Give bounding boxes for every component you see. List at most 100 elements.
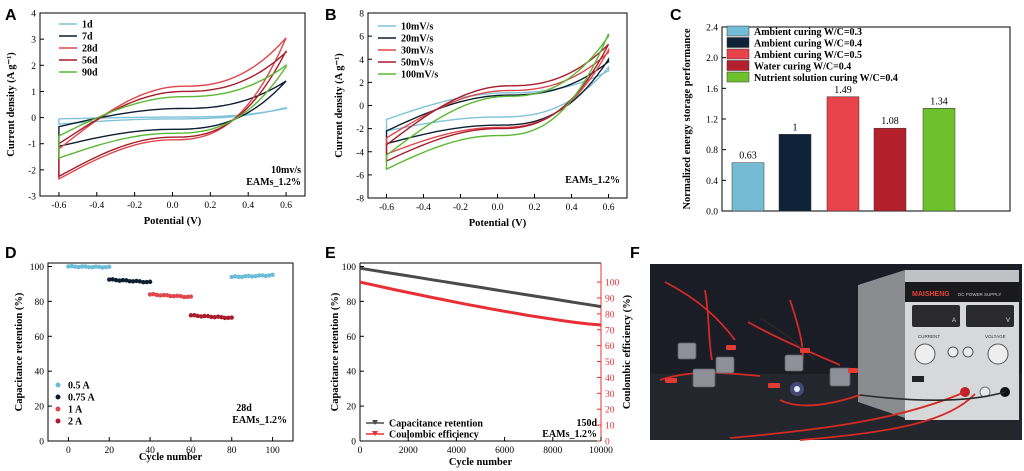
point-3-0-5	[205, 313, 211, 319]
point-0-0-0	[66, 264, 71, 269]
point-3-0-11	[226, 315, 231, 321]
legend-label-d-0: 0.5 A	[68, 381, 90, 392]
point-0-0-11	[103, 264, 109, 270]
legend-label-b-3: 50mV/s	[401, 58, 433, 69]
panel-label-e: E	[325, 245, 336, 262]
point-1-0-9	[137, 279, 143, 284]
bar-value-label-2: 1.49	[834, 85, 852, 96]
legend-label-c-3: Water curing W/C=0.4	[754, 62, 851, 73]
y-axis-title-b: Current density (A g⁻¹)	[334, 53, 345, 158]
point-2-0-3	[158, 293, 163, 298]
legend-label-d-1: 0.75 A	[68, 393, 95, 404]
point-0-0-10	[100, 265, 105, 270]
point-2-0-8	[175, 293, 180, 298]
voltage-knob-label: VOLTAGE	[985, 334, 1006, 339]
legend-label-b-0: 10mV/s	[401, 22, 433, 33]
y-a-label-0: -3	[28, 193, 36, 203]
y-e-label-1: 20	[347, 403, 357, 413]
chart-c: 0.0 0.4 0.8 1.2 1.6 2.0 2.4 0.63 1 1.49 1.08 1.34 Am…	[682, 24, 1011, 218]
point-1-0-12	[147, 279, 153, 284]
legend-marker-e-0	[372, 420, 378, 425]
point-0-0-1	[69, 263, 75, 269]
cv-loop-56d	[58, 50, 287, 178]
point-1-0-11	[144, 279, 149, 285]
chart-d: 0 20 40 60 80 100 0 20 40 60 80 100 0.5 A0.75 A1 A2 …	[14, 262, 294, 463]
x-a-label-3: 0.0	[167, 201, 179, 211]
point-3-0-10	[222, 315, 228, 321]
y2-e-label-0: 0	[605, 438, 610, 448]
y-c-label-4: 1.6	[706, 85, 718, 95]
y-d-label-1: 20	[35, 403, 45, 413]
cv-loop-90d	[58, 63, 287, 160]
point-2-0-5	[164, 292, 170, 298]
point-0-1-5	[246, 273, 251, 279]
y2-axis-title-e: Coulombic efficiency (%)	[622, 294, 633, 409]
point-0-1-3	[239, 274, 245, 280]
point-0-1-9	[260, 273, 265, 278]
panel-label-a: A	[5, 7, 17, 24]
point-0-1-6	[249, 274, 255, 279]
point-0-1-2	[236, 274, 241, 279]
y-b-label-3: -2	[356, 125, 364, 135]
y-b-label-0: -8	[356, 195, 364, 205]
legend-label-c-1: Ambient curing W/C=0.4	[754, 39, 862, 50]
y-c-label-5: 2.0	[706, 54, 718, 64]
point-0-0-4	[79, 264, 85, 269]
point-3-0-7	[212, 314, 217, 320]
x-b-label-6: 0.6	[603, 203, 615, 213]
legend-label-a-1: 7d	[82, 32, 93, 43]
legend-swatch-c-4	[726, 71, 750, 83]
y-a-label-3: 0	[31, 114, 36, 124]
cement-specimens	[677, 342, 851, 388]
point-2-0-4	[161, 292, 166, 298]
power-supply-model: DC POWER SUPPLY	[958, 292, 1001, 297]
plot-frame-d	[47, 262, 294, 442]
point-2-0-11	[185, 294, 190, 300]
y2-e-label-10: 100	[605, 279, 620, 289]
point-3-0-3	[198, 314, 204, 319]
bar-2	[826, 96, 860, 212]
point-0-0-5	[83, 264, 88, 269]
cv-loop-20mvs	[385, 56, 610, 145]
point-1-0-7	[130, 279, 136, 284]
point-1-0-2	[113, 277, 119, 283]
cv-loop-7d	[58, 80, 287, 148]
point-3-0-4	[202, 313, 207, 319]
point-3-0-8	[215, 314, 221, 319]
power-supply-brand: MAISHENG	[912, 291, 950, 298]
x-d-label-5: 100	[265, 446, 280, 456]
y-e-label-3: 60	[347, 333, 357, 343]
legend-marker-d-3	[55, 418, 61, 424]
x-e-label-0: 0	[358, 446, 363, 456]
x-a-label-5: 0.4	[242, 201, 254, 211]
y-d-label-2: 40	[35, 368, 45, 378]
x-d-label-4: 80	[227, 446, 237, 456]
y-e-label-5: 100	[342, 263, 357, 273]
x-b-label-2: -0.2	[453, 203, 468, 213]
legend-label-a-4: 90d	[82, 68, 98, 79]
y-b-label-7: 6	[359, 33, 364, 43]
y-axis-title-d: Capacitance retention (%)	[14, 292, 25, 411]
point-2-0-9	[178, 294, 183, 299]
y-b-label-2: -4	[356, 148, 364, 158]
panel-label-f: F	[630, 245, 640, 262]
legend-label-b-1: 20mV/s	[401, 34, 433, 45]
annotation-d-0: 28d	[236, 403, 252, 414]
point-0-1-4	[243, 273, 248, 279]
point-0-1-8	[256, 273, 262, 278]
legend-swatch-c-3	[726, 60, 750, 71]
cv-loop-28d	[58, 37, 287, 181]
y-a-label-6: 3	[31, 36, 36, 46]
legend-label-c-0: Ambient curing W/C=0.3	[754, 27, 862, 38]
point-0-0-8	[93, 264, 98, 269]
point-0-0-6	[86, 264, 92, 270]
x-a-label-0: -0.6	[51, 201, 66, 211]
y-axis-title-e: Capacitance retention (%)	[330, 292, 341, 411]
annotation-e-1: EAMs_1.2%	[542, 429, 597, 440]
annotation-a-0: 10mv/s	[271, 165, 301, 176]
bar-value-label-3: 1.08	[881, 116, 899, 127]
y-a-label-5: 2	[31, 62, 36, 72]
x-e-label-4: 8000	[543, 446, 562, 456]
point-3-0-2	[195, 313, 200, 319]
point-0-0-7	[90, 264, 95, 270]
